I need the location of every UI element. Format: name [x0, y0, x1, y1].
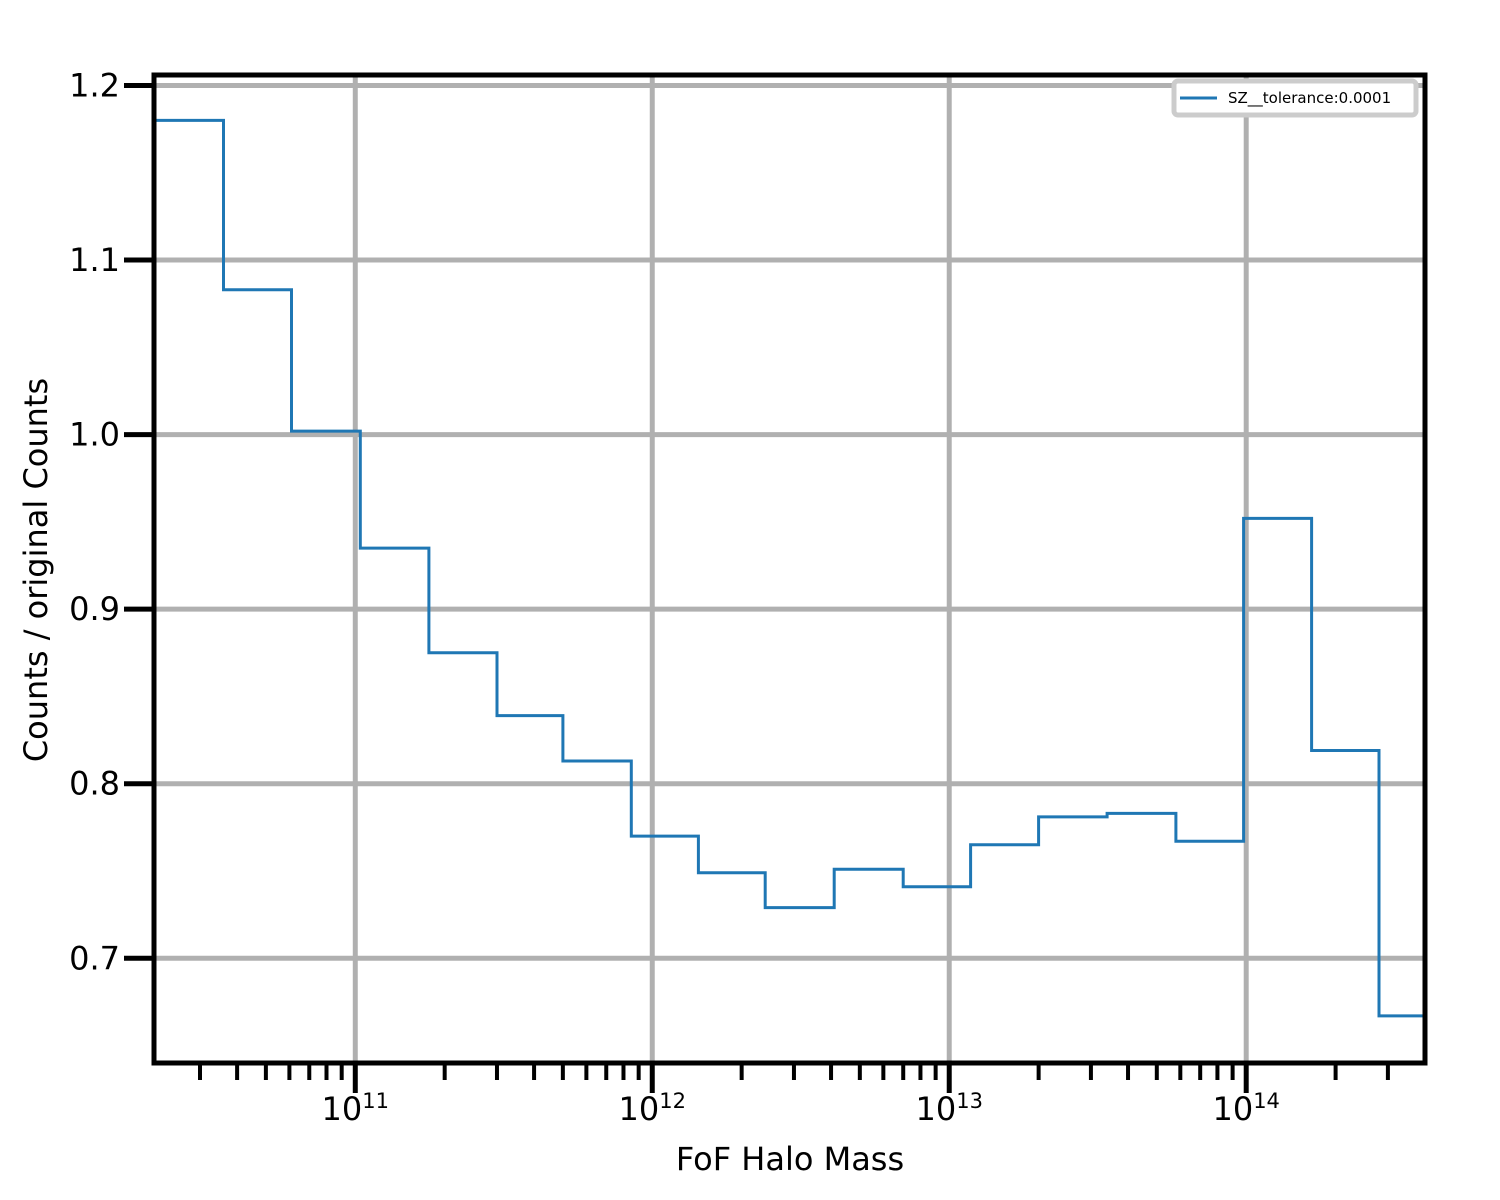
x-tick-label-base: 10: [1212, 1090, 1253, 1128]
y-tick-label: 0.7: [69, 939, 120, 977]
x-tick-label-base: 10: [916, 1090, 957, 1128]
x-tick-label: 1011: [322, 1089, 389, 1128]
x-tick-label-base: 10: [619, 1090, 660, 1128]
y-tick-label: 1.1: [69, 241, 120, 279]
legend-label: SZ__tolerance:0.0001: [1228, 89, 1391, 108]
x-tick-label-base: 10: [322, 1090, 363, 1128]
legend: SZ__tolerance:0.0001: [1171, 78, 1419, 118]
x-tick-label: 1012: [619, 1089, 686, 1128]
y-tick-label: 0.9: [69, 590, 120, 628]
x-tick-label: 1014: [1212, 1089, 1279, 1128]
series-layer: [154, 118, 1425, 1018]
series-line: [154, 118, 1425, 1018]
legend-box: [1171, 78, 1419, 118]
grid: [154, 75, 1425, 1063]
y-tick-label: 0.8: [69, 765, 120, 803]
x-tick-label-exponent: 12: [659, 1089, 686, 1113]
x-axis-label: FoF Halo Mass: [676, 1140, 904, 1178]
y-tick-label: 1.2: [69, 66, 120, 104]
y-axis-label: Counts / original Counts: [17, 378, 55, 762]
x-tick-label-exponent: 14: [1253, 1089, 1280, 1113]
x-tick-label: 1013: [916, 1089, 983, 1128]
x-tick-label-exponent: 13: [956, 1089, 983, 1113]
x-tick-label-exponent: 11: [362, 1089, 389, 1113]
y-tick-label: 1.0: [69, 416, 120, 454]
plot-frame: [151, 72, 1428, 1066]
